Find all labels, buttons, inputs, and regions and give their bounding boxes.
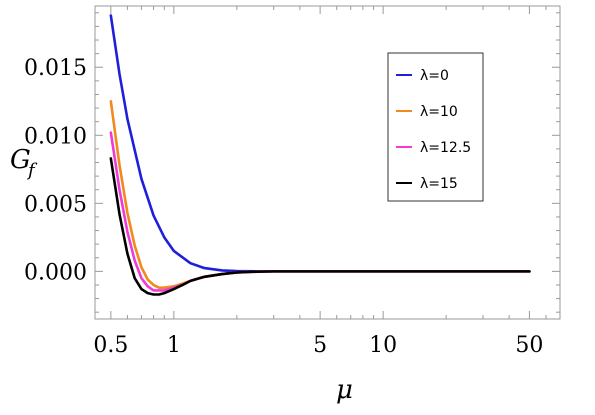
y-tick-label: 0.010 <box>24 124 87 149</box>
x-tick-label: 0.5 <box>93 333 128 358</box>
y-tick-label: 0.015 <box>24 56 87 81</box>
legend-label: λ=15 <box>420 176 458 192</box>
series-line-3 <box>109 157 531 296</box>
x-tick-label: 10 <box>369 333 397 358</box>
series-lines <box>109 14 531 296</box>
y-axis-title: G <box>10 145 31 175</box>
legend-label: λ=0 <box>420 68 449 84</box>
x-tick-label: 1 <box>167 333 181 358</box>
x-tick-label: 5 <box>313 333 327 358</box>
y-axis-subscript: f <box>26 160 38 181</box>
x-axis-title: μ <box>336 375 353 405</box>
legend-label: λ=10 <box>420 104 458 120</box>
tick-labels: 0.5 1 5 10 50 0.015 0.010 0.005 0.000 <box>24 56 543 358</box>
y-tick-label: 0.005 <box>24 192 87 217</box>
x-tick-label: 50 <box>515 333 543 358</box>
legend: λ=0 λ=10 λ=12.5 λ=15 <box>387 52 484 202</box>
ticks <box>95 6 560 319</box>
y-tick-label: 0.000 <box>24 260 87 285</box>
legend-label: λ=12.5 <box>420 140 471 156</box>
legend-items: λ=0 λ=10 λ=12.5 λ=15 <box>396 68 471 192</box>
legend-box <box>387 52 484 202</box>
